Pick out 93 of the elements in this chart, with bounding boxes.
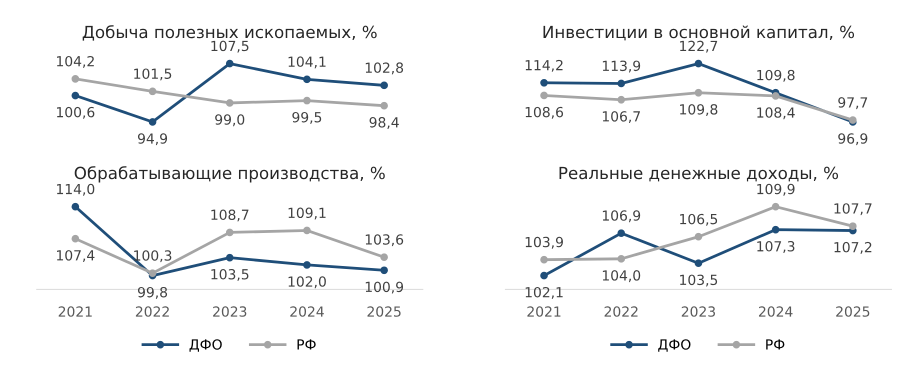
point [694, 232, 702, 241]
data-label: 99,5 [292, 112, 322, 124]
point [148, 88, 156, 96]
x-tick-label: 2025 [836, 306, 870, 317]
x-tick-label: 2025 [367, 306, 401, 317]
data-label: 102,8 [366, 62, 404, 74]
point [540, 78, 548, 87]
data-label: 100,9 [366, 282, 404, 294]
x-tick-label: 2023 [682, 306, 715, 317]
data-label: 100,3 [134, 250, 172, 262]
data-label: 114,0 [57, 184, 94, 196]
chart-title: Реальные денежные доходы, % [560, 166, 838, 182]
point [694, 259, 702, 268]
data-label: 109,8 [680, 104, 718, 116]
point [540, 256, 548, 264]
point [617, 80, 626, 88]
point [72, 202, 80, 211]
data-label: 108,4 [757, 107, 795, 120]
point [226, 99, 234, 107]
point [303, 96, 311, 104]
chart-title: Инвестиции в основной капитал, % [544, 25, 854, 40]
x-tick-label: 2022 [604, 306, 638, 317]
point [380, 82, 388, 90]
data-label: 101,5 [134, 68, 172, 80]
point [849, 222, 857, 230]
legend-label: ДФО [190, 339, 222, 352]
data-label: 103,9 [526, 236, 563, 249]
point [540, 272, 548, 280]
data-label: 104,1 [288, 56, 326, 68]
data-label: 103,5 [211, 269, 248, 281]
x-tick-label: 2023 [213, 306, 246, 317]
point [694, 88, 702, 97]
legend-label: РФ [766, 339, 784, 350]
data-label: 107,4 [57, 250, 94, 262]
point [226, 60, 234, 68]
data-label: 109,1 [288, 208, 326, 220]
data-label: 106,9 [602, 210, 640, 222]
point [617, 229, 626, 238]
data-label: 107,3 [757, 241, 794, 253]
chart-title: Обрабатывающие производства, % [74, 166, 385, 182]
point [303, 261, 311, 269]
point [148, 269, 156, 277]
point [772, 202, 780, 211]
x-tick-label: 2021 [527, 306, 560, 317]
data-label: 104,0 [602, 270, 640, 282]
data-label: 102,0 [288, 276, 326, 288]
data-label: 109,8 [757, 70, 795, 82]
point [72, 234, 80, 243]
data-label: 97,7 [838, 97, 868, 110]
data-label: 107,7 [834, 203, 872, 216]
data-label: 106,5 [680, 214, 718, 226]
data-label: 103,5 [680, 274, 718, 287]
x-tick-label: 2022 [136, 306, 169, 317]
data-label: 106,7 [602, 111, 640, 124]
x-tick-label: 2024 [758, 306, 793, 317]
point [380, 102, 388, 110]
data-label: 108,7 [211, 209, 248, 222]
data-label: 99,8 [138, 286, 168, 299]
point [303, 226, 311, 234]
chart-title: Добыча полезных ископаемых, % [82, 25, 377, 41]
point [380, 266, 388, 274]
data-label: 98,4 [370, 117, 399, 129]
data-label: 113,9 [602, 60, 640, 72]
point [303, 76, 311, 84]
point [380, 253, 388, 261]
data-label: 103,6 [366, 234, 404, 246]
data-label: 122,7 [680, 40, 718, 53]
data-label: 108,6 [526, 106, 564, 119]
point [540, 92, 548, 100]
data-label: 109,9 [757, 184, 795, 196]
data-label: 99,0 [215, 114, 244, 126]
legend-label: ДФО [658, 339, 690, 352]
point [226, 254, 234, 262]
data-label: 107,5 [211, 40, 248, 53]
x-tick-label: 2021 [58, 306, 92, 317]
data-label: 104,2 [57, 56, 94, 68]
point [772, 92, 780, 100]
point [148, 118, 156, 126]
point [226, 228, 234, 236]
data-label: 96,9 [838, 133, 868, 146]
point [617, 96, 626, 104]
point [617, 254, 626, 263]
point [72, 92, 80, 100]
point [72, 75, 80, 83]
point [694, 60, 702, 68]
x-tick-label: 2024 [290, 306, 324, 317]
data-label: 114,2 [526, 60, 563, 72]
data-label: 94,9 [138, 133, 168, 146]
point [772, 226, 780, 234]
data-label: 107,2 [834, 242, 872, 254]
data-label: 102,1 [526, 286, 563, 299]
data-label: 100,6 [57, 106, 94, 119]
legend-label: РФ [298, 339, 316, 350]
